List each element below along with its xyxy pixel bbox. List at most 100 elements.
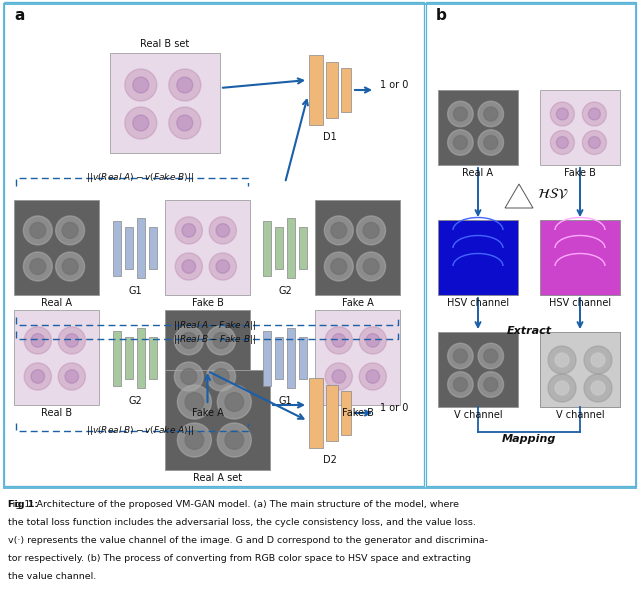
Circle shape (591, 381, 605, 395)
Circle shape (325, 363, 353, 390)
Circle shape (58, 363, 85, 390)
Circle shape (31, 334, 45, 347)
Text: Real B: Real B (41, 408, 72, 418)
Circle shape (216, 224, 230, 237)
Text: $||v(\mathit{Real\ B}) - v(\mathit{Fake\ A})||$: $||v(\mathit{Real\ B}) - v(\mathit{Fake\… (86, 424, 194, 437)
Text: $\mathcal{HSV}$: $\mathcal{HSV}$ (537, 187, 569, 202)
Text: v(·) represents the value channel of the image. G and D correspond to the genera: v(·) represents the value channel of the… (8, 536, 488, 545)
Bar (287, 328, 295, 388)
Bar (341, 68, 351, 112)
Circle shape (177, 77, 193, 93)
Bar (263, 331, 271, 386)
Text: b: b (436, 8, 447, 23)
Text: G1: G1 (278, 396, 292, 406)
Circle shape (447, 101, 473, 127)
Circle shape (359, 363, 387, 390)
Circle shape (56, 216, 84, 245)
Circle shape (216, 260, 230, 273)
Bar (125, 227, 133, 269)
Text: a: a (14, 8, 24, 23)
Bar (309, 378, 323, 448)
Bar (165, 200, 250, 295)
Circle shape (447, 130, 473, 155)
Circle shape (359, 327, 387, 354)
Bar (315, 200, 400, 295)
Bar (149, 337, 157, 379)
Circle shape (58, 327, 85, 354)
Circle shape (447, 372, 473, 397)
Bar (299, 337, 307, 379)
Text: D2: D2 (323, 455, 337, 465)
Circle shape (225, 393, 244, 411)
Circle shape (331, 222, 347, 239)
Circle shape (555, 353, 569, 367)
Text: G2: G2 (128, 396, 142, 406)
Text: the total loss function includes the adversarial loss, the cycle consistency los: the total loss function includes the adv… (8, 518, 476, 527)
Circle shape (484, 349, 498, 363)
Circle shape (453, 107, 467, 121)
Circle shape (356, 252, 385, 281)
Bar (309, 55, 323, 125)
Bar (125, 337, 133, 379)
Circle shape (453, 377, 467, 392)
Circle shape (478, 343, 504, 369)
Text: the value channel.: the value channel. (8, 572, 96, 581)
Circle shape (65, 370, 79, 383)
Polygon shape (519, 184, 533, 208)
Circle shape (209, 253, 236, 280)
Bar (4, 4, 636, 488)
Text: V channel: V channel (454, 410, 502, 420)
Circle shape (174, 326, 204, 355)
Circle shape (582, 130, 607, 154)
Circle shape (207, 326, 236, 355)
Text: G2: G2 (278, 286, 292, 296)
Bar (137, 328, 145, 388)
Circle shape (584, 346, 612, 374)
Circle shape (65, 334, 79, 347)
Text: Fig 1: Architecture of the proposed VM-GAN model. (a) The main structure of the : Fig 1: Architecture of the proposed VM-G… (8, 500, 459, 509)
Circle shape (125, 69, 157, 101)
Text: HSV channel: HSV channel (549, 298, 611, 308)
Circle shape (582, 102, 607, 126)
Circle shape (484, 107, 498, 121)
Circle shape (23, 216, 52, 245)
Circle shape (133, 77, 149, 93)
Bar (540, 90, 620, 165)
Polygon shape (505, 184, 519, 208)
Bar (275, 227, 283, 269)
Bar (113, 221, 121, 276)
Circle shape (182, 260, 196, 273)
Text: V channel: V channel (556, 410, 604, 420)
Circle shape (181, 368, 196, 385)
Circle shape (185, 431, 204, 449)
Bar (540, 220, 620, 295)
Text: G1: G1 (128, 286, 142, 296)
Circle shape (56, 252, 84, 281)
Bar (113, 331, 121, 386)
Circle shape (177, 115, 193, 131)
Circle shape (332, 334, 346, 347)
Circle shape (591, 353, 605, 367)
Circle shape (213, 368, 229, 385)
Circle shape (185, 393, 204, 411)
Circle shape (555, 381, 569, 395)
Circle shape (556, 108, 568, 120)
Circle shape (218, 385, 252, 419)
Bar (287, 218, 295, 278)
Circle shape (125, 107, 157, 139)
Circle shape (548, 346, 576, 374)
Text: Fake A: Fake A (342, 298, 373, 308)
Circle shape (23, 252, 52, 281)
Bar (14, 200, 99, 295)
Circle shape (181, 332, 196, 349)
Circle shape (177, 423, 211, 457)
Text: Real A set: Real A set (193, 473, 242, 483)
Text: Fig 1:: Fig 1: (8, 500, 38, 509)
Circle shape (484, 136, 498, 150)
Bar (426, 2, 636, 486)
Circle shape (207, 362, 236, 391)
Circle shape (484, 377, 498, 392)
Circle shape (453, 349, 467, 363)
Bar (438, 332, 518, 407)
Circle shape (182, 224, 196, 237)
